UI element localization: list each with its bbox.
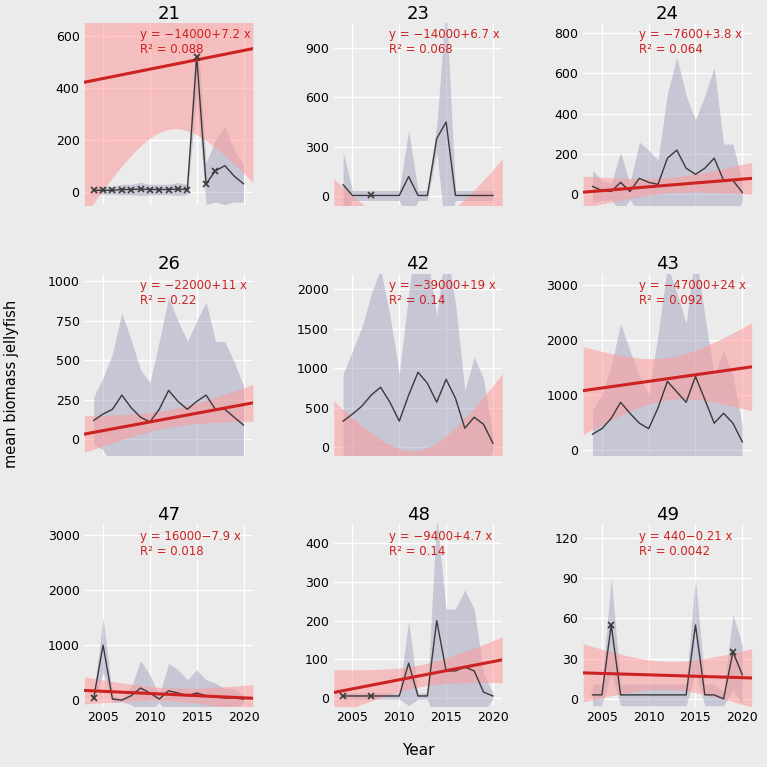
Text: y = −7600+3.8 x
R² = 0.064: y = −7600+3.8 x R² = 0.064 (639, 28, 742, 57)
Text: y = 440−0.21 x
R² = 0.0042: y = 440−0.21 x R² = 0.0042 (639, 529, 732, 558)
Text: y = −47000+24 x
R² = 0.092: y = −47000+24 x R² = 0.092 (639, 279, 746, 307)
Text: y = 16000−7.9 x
R² = 0.018: y = 16000−7.9 x R² = 0.018 (140, 529, 241, 558)
Text: y = −39000+19 x
R² = 0.14: y = −39000+19 x R² = 0.14 (390, 279, 496, 307)
Text: y = −22000+11 x
R² = 0.22: y = −22000+11 x R² = 0.22 (140, 279, 247, 307)
Text: y = −9400+4.7 x
R² = 0.14: y = −9400+4.7 x R² = 0.14 (390, 529, 492, 558)
Title: 43: 43 (656, 255, 679, 273)
Text: mean biomass jellyfish: mean biomass jellyfish (4, 299, 19, 468)
Title: 24: 24 (656, 5, 679, 23)
Text: y = −14000+6.7 x
R² = 0.068: y = −14000+6.7 x R² = 0.068 (390, 28, 500, 57)
Text: y = −14000+7.2 x
R² = 0.088: y = −14000+7.2 x R² = 0.088 (140, 28, 251, 57)
Title: 26: 26 (157, 255, 180, 273)
Title: 23: 23 (407, 5, 430, 23)
Title: 49: 49 (656, 506, 679, 524)
Text: Year: Year (402, 742, 434, 758)
Title: 48: 48 (407, 506, 430, 524)
Title: 47: 47 (157, 506, 180, 524)
Title: 42: 42 (407, 255, 430, 273)
Title: 21: 21 (157, 5, 180, 23)
